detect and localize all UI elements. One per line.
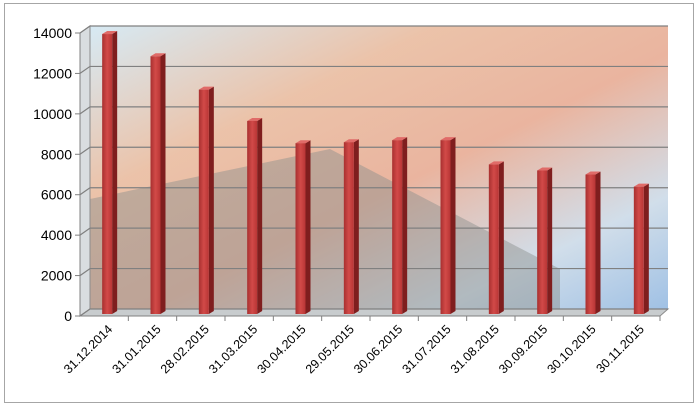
floor bbox=[78, 308, 670, 317]
x-tick-label: 31.01.2015 bbox=[109, 322, 163, 376]
gridline bbox=[79, 187, 668, 196]
x-tick-label: 30.04.2015 bbox=[254, 322, 308, 376]
gridline bbox=[79, 308, 668, 317]
bar bbox=[633, 186, 644, 314]
bar bbox=[488, 164, 499, 314]
x-tick-label: 30.11.2015 bbox=[593, 322, 647, 376]
y-tick-label: 10000 bbox=[33, 106, 72, 122]
gridline bbox=[79, 106, 668, 115]
gridline bbox=[79, 25, 668, 34]
bar-side bbox=[305, 140, 311, 314]
gridline bbox=[79, 146, 668, 155]
bar-top bbox=[150, 53, 166, 57]
x-tick-label: 30.06.2015 bbox=[351, 322, 405, 376]
x-tick-label: 29.05.2015 bbox=[303, 322, 357, 376]
bar-top bbox=[585, 171, 601, 175]
bar-top bbox=[392, 137, 408, 141]
x-tick-label: 31.03.2015 bbox=[206, 322, 260, 376]
bar bbox=[198, 89, 209, 314]
bar bbox=[440, 140, 451, 314]
bar-top bbox=[343, 139, 359, 143]
bar bbox=[102, 34, 113, 315]
plot-background bbox=[90, 26, 668, 309]
bar-top bbox=[440, 137, 456, 141]
bar bbox=[295, 143, 306, 314]
bar-top bbox=[102, 31, 118, 35]
bar bbox=[537, 170, 548, 314]
bar-side bbox=[353, 139, 359, 314]
y-tick-label: 4000 bbox=[41, 227, 72, 243]
bar-top bbox=[537, 167, 553, 171]
bar-side bbox=[208, 86, 214, 314]
bar-side bbox=[643, 183, 649, 314]
bar-side bbox=[257, 117, 263, 314]
x-tick-label: 31.12.2014 bbox=[61, 322, 115, 376]
bar bbox=[343, 142, 354, 314]
bar-side bbox=[547, 167, 553, 314]
x-tick-label: 28.02.2015 bbox=[158, 322, 212, 376]
y-tick-label: 0 bbox=[64, 308, 72, 324]
bar bbox=[392, 140, 403, 314]
y-tick-label: 8000 bbox=[41, 146, 72, 162]
bar-side bbox=[112, 31, 118, 315]
gridline bbox=[79, 65, 668, 74]
y-tick-label: 2000 bbox=[41, 268, 72, 284]
chart-frame bbox=[4, 3, 694, 403]
bar-top bbox=[247, 117, 263, 121]
bar-side bbox=[450, 137, 456, 314]
bar bbox=[150, 56, 161, 315]
y-tick-label: 12000 bbox=[33, 65, 72, 81]
gridline bbox=[79, 227, 668, 236]
bar-side bbox=[498, 161, 504, 314]
bar-side bbox=[402, 137, 408, 314]
bar-top bbox=[198, 86, 214, 90]
x-tick-label: 30.10.2015 bbox=[544, 322, 598, 376]
bar-top bbox=[633, 183, 649, 187]
x-tick-label: 30.09.2015 bbox=[496, 322, 550, 376]
bar-top bbox=[295, 140, 311, 144]
x-tick-label: 31.08.2015 bbox=[448, 322, 502, 376]
bar-side bbox=[160, 53, 166, 315]
bar-side bbox=[595, 171, 601, 314]
bar-top bbox=[488, 161, 504, 165]
bar bbox=[247, 120, 258, 314]
gridline bbox=[79, 267, 668, 277]
y-tick-label: 14000 bbox=[33, 25, 72, 41]
x-tick-label: 31.07.2015 bbox=[399, 322, 453, 376]
bar bbox=[585, 174, 596, 314]
y-tick-label: 6000 bbox=[41, 187, 72, 203]
